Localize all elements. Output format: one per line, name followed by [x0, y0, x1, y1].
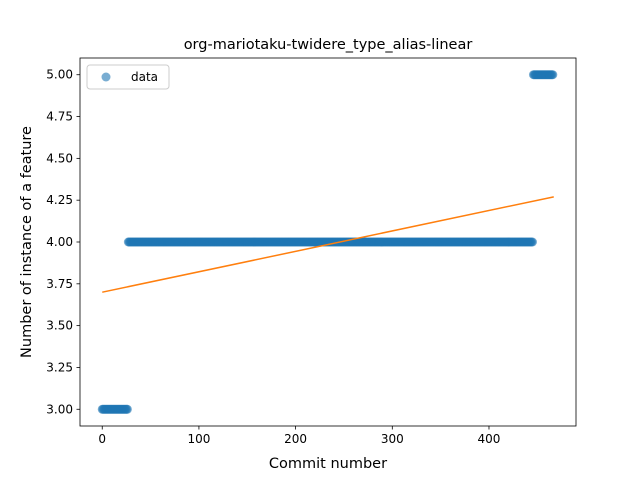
- plot-area: 0 100 200 300 400 3.00 3.25 3.50 3.75 4.00 4.25 4.5…: [46, 57, 577, 446]
- x-tick-label: 0: [98, 432, 106, 446]
- y-tick-label: 5.00: [46, 68, 73, 82]
- x-tick-label: 100: [187, 432, 210, 446]
- y-tick-label: 4.75: [46, 110, 73, 124]
- y-tick-label: 4.50: [46, 151, 73, 165]
- y-tick-label: 4.00: [46, 235, 73, 249]
- data-point: [548, 70, 558, 80]
- x-axis-label: Commit number: [269, 456, 387, 472]
- fit-line: [102, 196, 554, 293]
- x-tick-label: 200: [284, 432, 307, 446]
- x-tick-label: 300: [381, 432, 404, 446]
- legend-box: [86, 64, 170, 90]
- chart-title: org-mariotaku-twidere_type_alias-linear: [184, 37, 473, 53]
- legend: data: [86, 64, 170, 90]
- data-series: [97, 70, 558, 414]
- data-point: [527, 237, 537, 247]
- x-tick-label: 400: [478, 432, 501, 446]
- y-tick-label: 3.50: [46, 319, 73, 333]
- legend-marker-data: [101, 72, 111, 82]
- y-tick-label: 3.25: [46, 360, 73, 374]
- y-axis-label: Number of instance of a feature: [19, 126, 35, 358]
- y-tick-label: 3.75: [46, 277, 73, 291]
- y-tick-label: 3.00: [46, 402, 73, 416]
- y-tick-label: 4.25: [46, 193, 73, 207]
- data-point: [122, 404, 132, 414]
- legend-label-data: data: [131, 70, 158, 84]
